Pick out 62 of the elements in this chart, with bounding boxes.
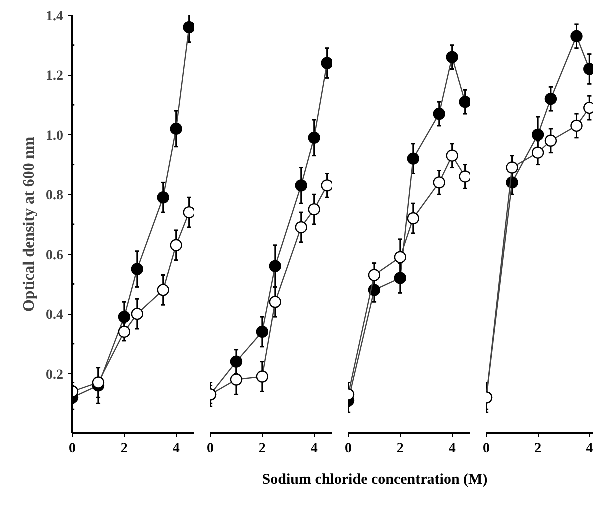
point [407,152,420,165]
point [368,269,381,282]
x-tick-label: 2 [258,442,266,456]
point [295,180,308,192]
point [269,296,282,308]
point [230,356,243,368]
point [118,310,131,324]
point [230,374,243,386]
y-tick-label: 1.4 [46,10,64,24]
point [433,108,446,120]
point [308,132,320,144]
point [532,146,544,159]
point [183,206,194,219]
point [544,93,558,106]
point [570,120,583,132]
x-tick-label: 2 [120,442,128,456]
point [183,21,194,34]
y-tick-label: 1.2 [46,69,64,84]
x-tick-label: 4 [448,442,456,456]
point [570,30,583,42]
point [157,284,170,296]
point [256,326,269,338]
point [131,263,144,276]
point [131,308,144,320]
x-tick-label: 2 [396,442,404,456]
point [321,180,332,192]
point [433,176,446,189]
x-tick-label: 2 [534,442,542,456]
y-tick-label: 0.4 [46,308,64,324]
point [157,192,170,204]
point [170,122,182,136]
y-tick-label: 0.2 [46,368,64,383]
y-tick-label: 0.8 [46,188,64,204]
point [394,272,407,284]
point [544,134,558,147]
point [459,170,470,183]
point [446,150,458,162]
point [407,212,420,225]
point [118,326,131,338]
y-tick-label: 0.6 [46,248,64,264]
x-tick-label: 4 [310,442,318,456]
point [459,96,470,108]
point [295,221,308,234]
point [256,370,269,383]
point [321,57,332,70]
x-tick-label: 4 [586,442,594,456]
x-axis-title: Sodium chloride concentration (M) [262,471,488,490]
x-tick-label: 0 [207,442,214,456]
point [92,376,105,389]
point [269,260,282,272]
point [532,128,544,142]
x-tick-label: 0 [345,442,352,456]
point [394,251,407,264]
point [446,51,458,64]
x-tick-label: 0 [69,442,76,456]
y-axis-title: Optical density at 600 nm [21,136,38,312]
x-tick-label: 0 [483,442,490,456]
point [506,162,518,174]
x-tick-label: 4 [172,442,180,456]
y-tick-label: 1.0 [46,128,64,144]
point [308,203,320,216]
point [170,239,182,252]
